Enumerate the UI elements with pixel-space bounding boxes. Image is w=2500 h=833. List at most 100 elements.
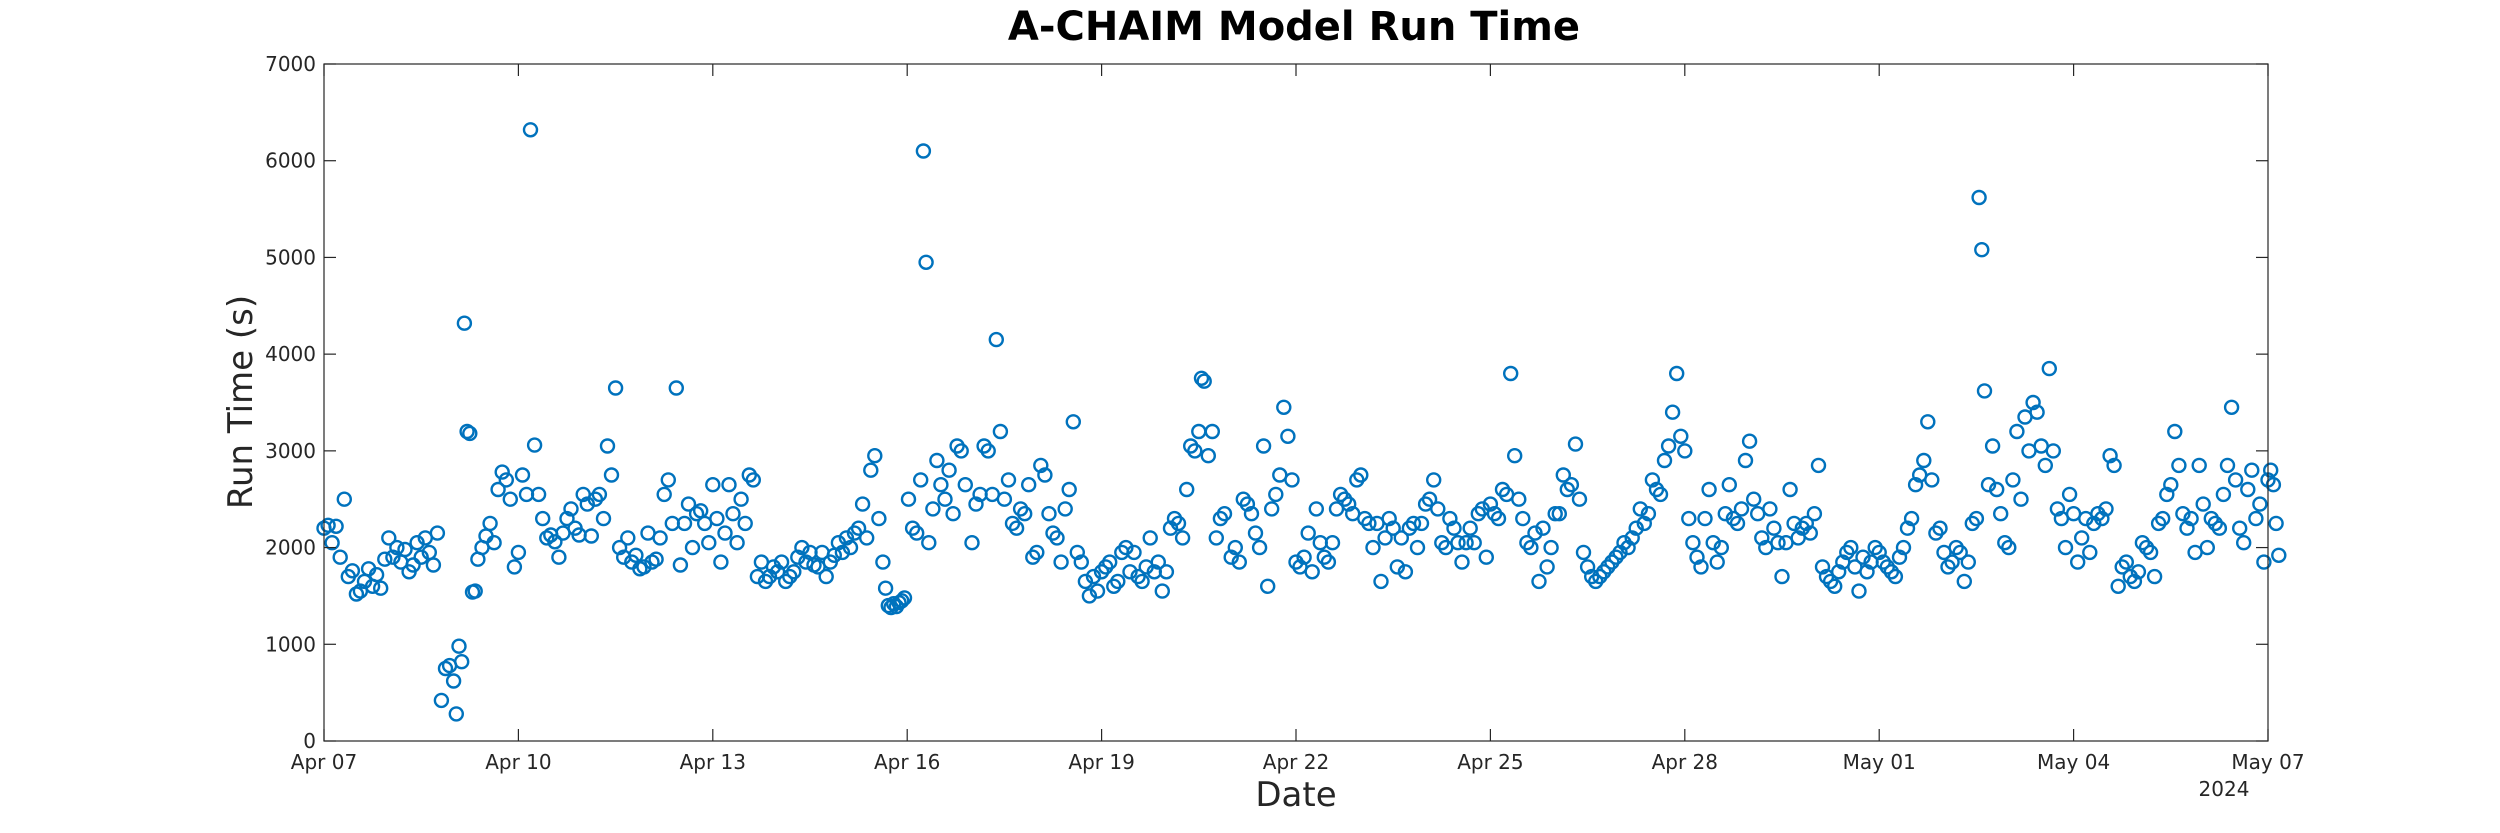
data-point: [1980, 477, 1997, 493]
data-point: [1640, 506, 1657, 522]
data-point: [1227, 539, 1244, 556]
data-point: [652, 530, 668, 546]
data-point: [915, 143, 932, 159]
data-point: [2094, 510, 2110, 527]
data-point: [1567, 436, 1584, 452]
data-point: [1644, 472, 1661, 488]
data-point: [1668, 365, 1685, 382]
data-point: [1320, 554, 1337, 570]
data-point: [660, 472, 676, 488]
data-point: [1988, 481, 2005, 498]
data-point: [1061, 481, 1077, 498]
y-tick-label: 2000: [265, 536, 316, 560]
data-point: [871, 510, 887, 527]
data-point: [397, 541, 413, 558]
data-point: [551, 549, 567, 565]
data-point: [1887, 568, 1904, 585]
data-point: [1200, 448, 1217, 464]
data-point: [336, 491, 352, 507]
data-point: [1826, 578, 1843, 594]
data-point: [1523, 539, 1539, 556]
data-point: [1377, 530, 1393, 546]
data-point: [2029, 404, 2045, 420]
data-point: [1652, 486, 1669, 503]
data-point: [1174, 530, 1191, 546]
data-point: [1158, 564, 1175, 580]
data-point: [2057, 539, 2074, 556]
data-point: [324, 535, 340, 551]
data-point: [1126, 544, 1142, 561]
y-axis-label: Run Time (s): [221, 295, 261, 509]
data-point: [786, 564, 802, 580]
y-tick-label: 5000: [265, 245, 316, 269]
data-point: [1774, 568, 1790, 585]
y-axis: 0 1000 2000 3000 4000 5000 6000 7000: [265, 52, 2268, 753]
data-point: [656, 486, 672, 503]
data-point: [1798, 515, 1815, 532]
data-point: [1920, 414, 1936, 430]
data-point: [854, 496, 871, 512]
data-point: [838, 530, 855, 546]
data-point: [1531, 573, 1547, 590]
data-point: [1932, 520, 1948, 536]
data-point: [1490, 510, 1507, 527]
data-point: [636, 559, 652, 575]
data-point: [1413, 515, 1430, 532]
data-point: [1016, 506, 1033, 522]
data-point: [1515, 510, 1531, 527]
y-tick-label: 4000: [265, 342, 316, 366]
data-point: [2167, 423, 2183, 440]
data-point: [2069, 554, 2086, 570]
data-point: [1450, 535, 1466, 551]
data-point: [1259, 578, 1276, 594]
data-point: [2175, 506, 2191, 522]
data-point: [709, 510, 725, 527]
data-point: [526, 437, 543, 453]
data-point: [2045, 443, 2062, 459]
data-point: [1502, 365, 1519, 382]
data-point: [1563, 477, 1580, 493]
data-point: [2248, 510, 2264, 527]
data-point: [672, 557, 689, 573]
data-point: [2262, 462, 2279, 478]
data-point: [1462, 520, 1478, 536]
data-point: [2086, 515, 2102, 532]
data-point: [894, 593, 910, 609]
data-point: [1389, 559, 1406, 575]
y-tick-label: 0: [303, 729, 316, 753]
x-axis-label: Date: [1255, 775, 1336, 815]
data-point: [2106, 457, 2122, 474]
data-point: [937, 491, 953, 507]
data-point: [992, 423, 1009, 440]
data-point: [454, 654, 470, 670]
data-point: [1361, 515, 1377, 532]
data-point: [456, 315, 473, 331]
data-point: [1697, 510, 1713, 527]
data-point: [1409, 539, 1426, 556]
data-point: [1628, 520, 1644, 536]
data-point: [2009, 423, 2025, 440]
data-point: [941, 462, 957, 478]
data-point: [2223, 399, 2240, 415]
data-point: [1551, 506, 1568, 522]
data-point: [1916, 452, 1932, 469]
data-point: [680, 496, 697, 512]
data-point: [1770, 535, 1786, 551]
data-point: [1984, 438, 2001, 454]
data-point: [1216, 506, 1233, 522]
data-point: [1956, 573, 1973, 590]
data-point: [1511, 491, 1527, 507]
data-point: [1664, 404, 1681, 420]
data-point: [668, 380, 684, 396]
data-point: [563, 501, 579, 517]
data-point: [1466, 535, 1482, 551]
data-point: [1187, 443, 1203, 459]
x-tick-label: Apr 19: [1068, 750, 1134, 774]
data-point: [1276, 399, 1292, 415]
data-point: [1385, 520, 1401, 536]
data-point: [2037, 457, 2054, 474]
data-point: [913, 472, 929, 488]
data-point: [1830, 564, 1847, 580]
data-point: [1365, 539, 1381, 556]
data-point: [2268, 515, 2284, 532]
